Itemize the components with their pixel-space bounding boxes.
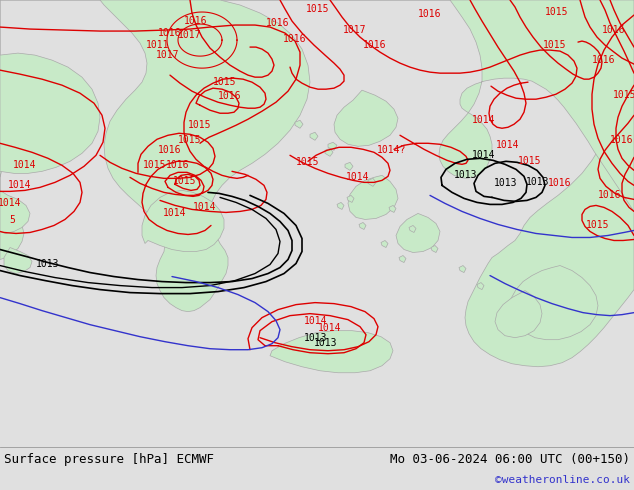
Polygon shape [142,191,224,251]
Polygon shape [345,162,353,171]
Polygon shape [409,225,416,232]
Polygon shape [495,291,542,338]
Polygon shape [270,331,393,373]
Text: 1015: 1015 [296,157,320,167]
Text: 1016: 1016 [158,146,182,155]
Text: 5: 5 [9,216,15,225]
Text: 1011: 1011 [146,40,170,50]
Polygon shape [399,255,406,263]
Text: 1016: 1016 [418,9,442,19]
Text: 1016: 1016 [158,28,182,38]
Text: 1015: 1015 [143,160,167,171]
Text: 1013: 1013 [304,333,328,343]
Text: 1015: 1015 [188,120,212,130]
Polygon shape [0,0,634,367]
Polygon shape [100,0,310,312]
Text: 1014: 1014 [472,115,496,125]
Polygon shape [477,283,484,290]
Text: 1013: 1013 [314,338,338,348]
Polygon shape [0,0,24,260]
Text: 1014: 1014 [193,202,217,213]
Polygon shape [431,245,438,252]
Polygon shape [381,241,388,247]
Polygon shape [396,214,440,252]
Text: 1016: 1016 [592,55,616,65]
Text: 1016: 1016 [283,34,307,44]
Polygon shape [459,266,466,272]
Text: 1014: 1014 [8,180,32,191]
Text: 1014: 1014 [472,150,496,160]
Polygon shape [348,175,398,220]
Text: 1013: 1013 [495,178,518,188]
Text: 1017: 1017 [156,50,180,60]
Polygon shape [439,0,634,211]
Text: 1014: 1014 [13,160,37,171]
Polygon shape [359,222,366,229]
Text: 1014: 1014 [496,140,520,150]
Text: 1016: 1016 [598,191,622,200]
Polygon shape [4,247,32,273]
Polygon shape [347,196,354,202]
Polygon shape [337,202,344,209]
Text: 1014?: 1014? [377,146,406,155]
Text: 1015: 1015 [543,40,567,50]
Polygon shape [310,132,318,140]
Text: 1015: 1015 [545,7,569,17]
Polygon shape [334,90,398,147]
Text: 1015: 1015 [586,220,610,230]
Text: 1016: 1016 [266,18,290,28]
Text: 1014: 1014 [346,172,370,182]
Polygon shape [510,266,598,340]
Text: 1016: 1016 [548,178,572,188]
Text: 1013: 1013 [454,171,478,180]
Text: 1016: 1016 [602,25,626,35]
Polygon shape [328,142,337,150]
Text: 1016: 1016 [184,16,208,26]
Text: 1015: 1015 [213,77,236,87]
Polygon shape [368,178,376,186]
Text: 1016: 1016 [611,135,634,145]
Text: 1016: 1016 [363,40,387,50]
Text: 1014: 1014 [304,316,328,326]
Text: 1016: 1016 [218,91,242,101]
Polygon shape [0,191,30,233]
Text: 1015: 1015 [613,90,634,100]
Text: 1013: 1013 [36,259,60,269]
Text: 1015: 1015 [178,135,202,145]
Polygon shape [0,53,100,173]
Text: 1016: 1016 [166,160,190,171]
Text: 1017: 1017 [178,30,202,40]
Text: 1014: 1014 [163,208,187,219]
Text: 1014: 1014 [0,198,22,208]
Text: 1013: 1013 [526,177,550,187]
Polygon shape [325,148,333,156]
Text: Surface pressure [hPa] ECMWF: Surface pressure [hPa] ECMWF [4,453,214,466]
Text: 1014: 1014 [318,322,342,333]
Text: 1017: 1017 [343,25,366,35]
Text: 1015: 1015 [173,176,197,186]
Text: 1015: 1015 [518,156,541,166]
Text: ©weatheronline.co.uk: ©weatheronline.co.uk [495,475,630,485]
Polygon shape [295,120,303,128]
Text: 1015: 1015 [306,4,330,14]
Text: Mo 03-06-2024 06:00 UTC (00+150): Mo 03-06-2024 06:00 UTC (00+150) [390,453,630,466]
Polygon shape [389,205,396,213]
